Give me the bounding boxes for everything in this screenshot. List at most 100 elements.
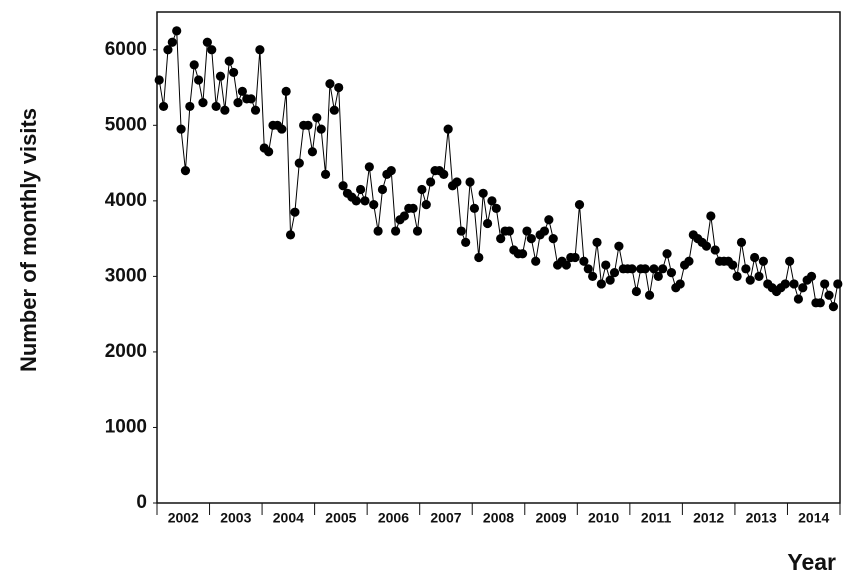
- x-tick-label: 2004: [273, 510, 304, 526]
- data-point: [373, 226, 383, 236]
- data-point: [163, 45, 173, 55]
- data-point: [741, 264, 751, 274]
- plot-frame: [156, 11, 841, 504]
- data-point: [316, 124, 326, 134]
- data-point: [154, 75, 164, 85]
- x-tick-label: 2014: [798, 510, 829, 526]
- data-point: [662, 249, 672, 259]
- x-tick-label: 2006: [378, 510, 409, 526]
- data-point: [277, 124, 287, 134]
- data-point: [412, 226, 423, 236]
- data-point: [465, 177, 475, 187]
- data-point: [627, 264, 637, 274]
- data-point: [325, 79, 335, 89]
- data-point: [828, 302, 839, 312]
- data-point: [758, 256, 768, 266]
- x-tick-label: 2008: [483, 510, 514, 526]
- data-point: [631, 286, 642, 297]
- data-point: [474, 252, 484, 263]
- data-point: [579, 256, 589, 266]
- data-point: [592, 237, 602, 247]
- data-point: [820, 279, 830, 289]
- x-tick-label: 2013: [746, 510, 777, 526]
- data-point: [255, 45, 265, 55]
- data-point: [307, 147, 318, 157]
- data-point: [202, 37, 212, 47]
- y-tick-label: 3000: [105, 265, 147, 286]
- x-tick-label: 2011: [641, 510, 672, 526]
- data-point: [487, 196, 497, 206]
- y-tick-label: 1000: [105, 416, 147, 437]
- data-point: [250, 105, 261, 115]
- data-point: [785, 256, 795, 266]
- data-point: [408, 203, 418, 213]
- data-point: [224, 56, 234, 66]
- data-point: [517, 249, 528, 259]
- data-point: [417, 184, 427, 195]
- data-point: [570, 252, 580, 263]
- y-tick-label: 4000: [105, 190, 147, 211]
- x-tick-label: 2002: [168, 510, 199, 526]
- data-point: [596, 279, 606, 289]
- data-point: [334, 82, 344, 93]
- data-point: [439, 169, 449, 180]
- data-point: [426, 177, 436, 187]
- data-point: [233, 98, 243, 108]
- data-point: [815, 298, 825, 308]
- data-point: [180, 166, 191, 176]
- data-point: [198, 98, 208, 108]
- data-point: [644, 290, 655, 300]
- data-point: [658, 264, 668, 274]
- data-point: [386, 166, 396, 176]
- data-point: [491, 203, 501, 213]
- data-point: [609, 268, 620, 278]
- data-point: [391, 226, 401, 236]
- y-tick-label: 2000: [105, 341, 147, 362]
- data-point: [640, 264, 650, 274]
- data-point: [649, 264, 659, 274]
- data-point: [456, 226, 466, 236]
- data-point: [728, 260, 738, 270]
- data-point: [793, 294, 804, 304]
- data-point: [285, 230, 296, 240]
- x-tick-label: 2010: [588, 510, 619, 526]
- x-tick-label: 2007: [430, 510, 461, 526]
- data-point: [539, 226, 550, 236]
- data-point: [338, 181, 348, 191]
- data-point: [377, 184, 388, 195]
- data-point: [706, 211, 716, 221]
- data-point: [548, 234, 558, 244]
- data-point: [185, 101, 195, 112]
- data-point: [561, 260, 571, 270]
- data-point: [482, 218, 493, 229]
- y-tick-label: 6000: [105, 39, 147, 60]
- data-point: [710, 245, 720, 255]
- data-point: [531, 256, 541, 266]
- data-point: [544, 215, 554, 225]
- data-point: [732, 271, 742, 281]
- data-point: [294, 158, 304, 168]
- data-point: [496, 234, 506, 244]
- data-point: [745, 275, 755, 285]
- data-point: [281, 86, 291, 96]
- data-point: [605, 275, 615, 285]
- data-point: [736, 237, 747, 247]
- data-point: [193, 75, 204, 85]
- data-point: [421, 200, 431, 210]
- data-point: [452, 177, 462, 187]
- data-point: [229, 67, 239, 78]
- x-tick-label: 2005: [325, 510, 356, 526]
- data-point: [478, 188, 488, 198]
- x-tick-label: 2003: [220, 510, 251, 526]
- data-point: [574, 200, 585, 210]
- data-point: [583, 264, 593, 274]
- data-point: [399, 211, 409, 221]
- data-point: [320, 169, 331, 180]
- data-point: [158, 101, 169, 112]
- data-point: [588, 271, 598, 281]
- data-point: [526, 234, 536, 244]
- y-tick-label: 5000: [105, 114, 147, 135]
- data-point: [701, 241, 712, 251]
- data-point: [443, 124, 453, 134]
- data-point: [207, 45, 217, 55]
